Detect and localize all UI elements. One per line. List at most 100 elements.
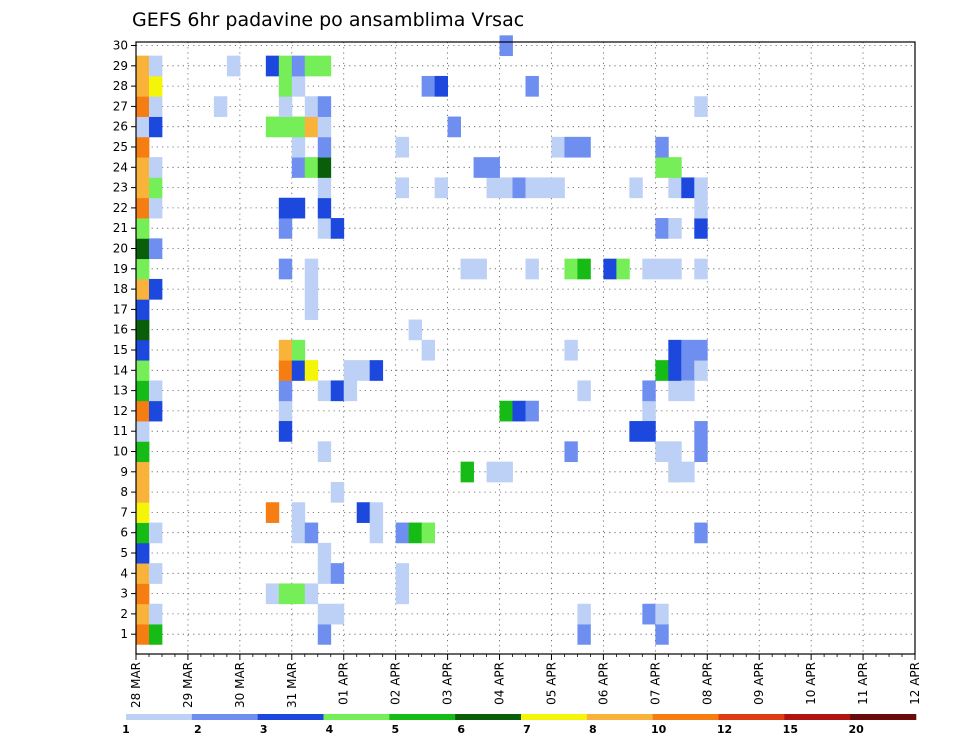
y-tick-label: 22 [113,201,128,215]
precip-cell [564,441,578,463]
y-tick-label: 27 [113,99,128,113]
precip-cell [668,339,682,361]
precip-cell [317,218,332,239]
legend-label: 15 [783,723,798,736]
precip-cell [369,522,384,544]
y-tick-label: 8 [120,485,128,499]
legend-swatch [652,714,719,720]
precip-cell [330,481,345,503]
precip-cell [136,624,150,645]
precip-cell [136,400,150,422]
precip-cell [304,55,319,77]
legend-swatch [784,714,851,720]
precip-cell [577,136,591,158]
x-tick-label: 09 APR [752,662,766,705]
precip-cell [564,258,578,280]
precip-cell [655,603,669,625]
precip-cell [681,177,695,199]
precip-cell [278,197,293,219]
y-tick-label: 19 [113,262,128,276]
precip-cell [629,421,643,442]
x-tick-label: 30 MAR [233,662,247,708]
precip-cell [136,441,150,463]
precip-cell [343,380,358,402]
legend-swatch [521,714,588,720]
precip-cell [291,55,306,77]
precip-cell [304,116,319,138]
precip-cell [668,258,682,280]
precip-cell [304,299,319,320]
precip-cell [551,177,565,199]
data-cells [136,35,708,645]
precip-cell [148,624,163,645]
y-tick-label: 1 [120,627,128,641]
legend-swatch [455,714,522,720]
precip-cell [148,96,163,117]
precip-cell [136,75,150,97]
precip-cell [343,360,358,381]
precip-cell [136,136,150,158]
precip-cell [291,360,306,381]
precip-cell [304,157,319,178]
precip-cell [460,461,474,483]
precip-cell [136,258,150,280]
plot-frame [135,41,916,655]
precip-cell [655,624,669,645]
precip-cell [265,55,280,77]
legend-swatch [850,714,917,720]
precip-cell [148,400,163,422]
precip-cell [681,461,695,483]
precip-cell [668,157,682,178]
precip-cell [304,522,319,544]
precip-cell [148,75,163,97]
precip-cell [694,522,708,544]
precip-cell [278,75,293,97]
precip-cell [291,583,306,605]
precip-cell [148,157,163,178]
precip-cell [486,461,500,483]
precip-cell [265,502,280,523]
legend-label: 4 [326,723,334,736]
legend-swatch [586,714,653,720]
precip-cell [136,299,150,320]
precip-cell [291,157,306,178]
precip-cell [291,136,306,158]
y-tick-label: 14 [113,363,128,377]
precip-cell [317,542,332,564]
precip-cell [642,258,656,280]
precip-cell [668,218,682,239]
precip-cell [148,278,163,300]
precip-cell [577,624,591,645]
y-tick-label: 26 [113,120,128,134]
y-tick-label: 13 [113,384,128,398]
y-tick-label: 16 [113,323,128,337]
precip-cell [486,157,500,178]
precip-cell [694,421,708,442]
y-tick-label: 28 [113,79,128,93]
precip-cell [525,258,539,280]
y-tick-label: 6 [120,526,128,540]
precip-cell [473,258,487,280]
x-tick-label: 01 APR [337,662,351,705]
precip-cell [291,116,306,138]
precip-cell [291,75,306,97]
legend-label: 12 [717,723,732,736]
y-tick-label: 5 [120,546,128,560]
legend-label: 1 [122,723,130,736]
precip-cell [681,360,695,381]
precip-cell [278,55,293,77]
precip-cell [525,400,539,422]
precip-cell [668,461,682,483]
precip-cell [629,177,643,199]
precip-cell [265,116,280,138]
precip-cell [434,177,448,199]
precip-cell [317,624,332,645]
legend-swatch [718,714,785,720]
y-tick-label: 15 [113,343,128,357]
x-tick-label: 29 MAR [181,662,195,708]
y-tick-label: 18 [113,282,128,296]
x-tick-label: 04 APR [493,662,507,705]
precip-cell [694,218,708,239]
precip-cell [136,360,150,381]
